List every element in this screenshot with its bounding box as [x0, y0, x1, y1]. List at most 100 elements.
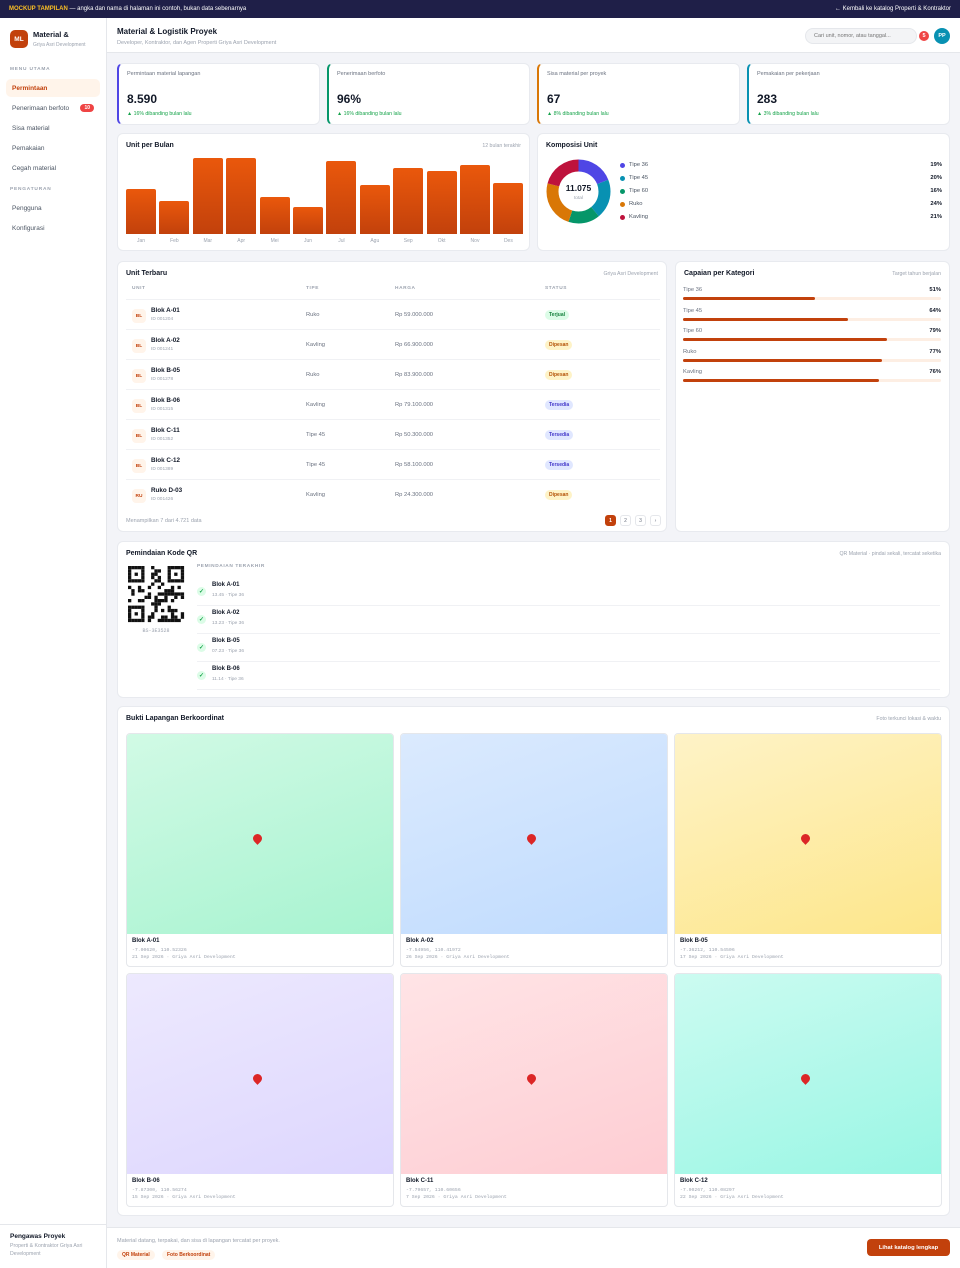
legend-swatch [620, 162, 625, 168]
legend-label: Kavling [629, 214, 649, 220]
brand-name: Material & [33, 30, 69, 39]
sidebar-item-pemakaian[interactable]: Pemakaian [12, 144, 45, 152]
table-row[interactable]: BL Blok A-02 ID 001241 Kavling Rp 66.900.000… [126, 329, 660, 359]
kpi-card-sisa-material: Sisa material per proyek 67 ▲ 8% dibandi… [537, 63, 740, 125]
category-label: Ruko [683, 348, 697, 355]
month-label: Sep [403, 238, 413, 244]
bar-apr[interactable] [226, 157, 257, 234]
photo-coordinates: -7.79657, 110.60656 [406, 1188, 461, 1193]
progress-track [683, 338, 941, 341]
category-label: Kavling [683, 369, 703, 375]
footer-text: Material datang, terpakai, dan sisa di l… [117, 1238, 280, 1244]
units-per-month-card: Unit per Bulan 12 bulan terakhir Jan Feb M… [117, 133, 530, 251]
scan-item[interactable]: ✓ Blok B-06 11.14 · Tipe 36 [197, 662, 940, 690]
bar-nov[interactable] [460, 165, 490, 234]
scan-meta: 13.45 · Tipe 36 [212, 593, 245, 598]
card-title: Bukti Lapangan Berkoordinat [126, 715, 225, 722]
page-3-button[interactable]: 3 [635, 515, 646, 526]
legend-swatch [620, 201, 625, 207]
bar-jan[interactable] [126, 188, 156, 234]
bar-mar[interactable] [192, 157, 223, 234]
avatar[interactable]: PP [934, 28, 950, 44]
column-header-status[interactable]: STATUS [545, 286, 568, 291]
bar-mei[interactable] [259, 197, 290, 234]
month-label: Jun [303, 238, 313, 244]
photo-card[interactable]: Blok C-12 -7.90267, 110.08297 22 Sep 2026 … [674, 973, 942, 1207]
donut-slice-kavling[interactable] [546, 159, 611, 224]
month-label: Agu [370, 238, 380, 244]
legend-label: Ruko [629, 201, 643, 207]
unit-name: Blok C-12 [151, 457, 181, 464]
scan-item[interactable]: ✓ Blok A-02 13.23 · Tipe 36 [197, 606, 940, 634]
page-2-button[interactable]: 2 [620, 515, 631, 526]
bar-jun[interactable] [293, 207, 323, 234]
sidebar-item-sisa-material[interactable]: Sisa material [12, 124, 50, 132]
card-title: Komposisi Unit [546, 142, 598, 149]
photo-card[interactable]: Blok C-11 -7.79657, 110.60656 7 Sep 2026 ·… [400, 973, 668, 1207]
kpi-value: 8.590 [127, 92, 158, 106]
photo-image[interactable] [675, 734, 941, 934]
notification-badge[interactable]: 5 [919, 31, 929, 41]
bar-jul[interactable] [326, 160, 357, 234]
sidebar-item-pengguna[interactable]: Pengguna [12, 204, 42, 212]
column-header-price[interactable]: HARGA [395, 286, 416, 291]
kpi-card-penerimaan: Penerimaan berfoto 96% ▲ 16% dibanding b… [327, 63, 530, 125]
photo-image[interactable] [127, 974, 393, 1174]
qr-code-image[interactable] [126, 564, 186, 624]
sidebar-user: Pengawas Proyek Properti & Kontraktor Gr… [0, 1224, 107, 1266]
category-percent: 79% [929, 328, 941, 334]
photo-image[interactable] [401, 974, 667, 1174]
photo-image[interactable] [401, 734, 667, 934]
table-row[interactable]: BL Blok A-01 ID 001204 Ruko Rp 59.000.000 Ter… [126, 299, 660, 329]
kpi-value: 67 [547, 92, 561, 106]
page-1-button[interactable]: 1 [605, 515, 616, 526]
sidebar: ML Material & Griya Asri Development MEN… [0, 18, 107, 1268]
back-to-catalog-link[interactable]: ← Kembali ke katalog Properti & Kontrakt… [834, 6, 951, 12]
unit-type: Tipe 45 [306, 432, 326, 438]
unit-price: Rp 83.900.000 [395, 372, 434, 378]
legend-item: Ruko 24% [620, 199, 942, 209]
table-row[interactable]: RU Ruko D-03 ID 001426 Kavling Rp 24.300.000… [126, 479, 660, 509]
brand-subtitle: Griya Asri Development [33, 42, 86, 48]
unit-id: ID 001204 [151, 317, 174, 322]
sidebar-item-konfigurasi[interactable]: Konfigurasi [12, 224, 45, 232]
sidebar-item-cegah-material[interactable]: Cegah material [12, 164, 57, 172]
photo-card[interactable]: Blok A-01 -7.00620, 110.52326 21 Sep 2026 … [126, 733, 394, 967]
scan-item[interactable]: ✓ Blok B-05 07.23 · Tipe 36 [197, 634, 940, 662]
unit-id: ID 001389 [151, 467, 174, 472]
photo-card[interactable]: Blok B-05 -7.36212, 110.54506 17 Sep 2026 … [674, 733, 942, 967]
donut-slice-tipe-60[interactable] [546, 159, 611, 224]
bar-sep[interactable] [393, 167, 424, 234]
view-catalog-button[interactable]: Lihat katalog lengkap [867, 1239, 950, 1256]
bar-agu[interactable] [359, 184, 390, 234]
unit-composition-card: Komposisi Unit 11.075 total Tipe 36 19% Ti… [537, 133, 950, 251]
donut-slice-ruko[interactable] [546, 159, 611, 224]
scan-unit: Blok B-06 [212, 666, 240, 672]
status-badge: Dipesan [545, 340, 573, 350]
column-header-type[interactable]: TIPE [306, 286, 320, 291]
bar-feb[interactable] [159, 201, 190, 234]
photo-image[interactable] [675, 974, 941, 1174]
column-header-unit[interactable]: UNIT [132, 286, 146, 291]
photo-card[interactable]: Blok B-06 -7.87300, 110.56274 15 Sep 2026 … [126, 973, 394, 1207]
table-row[interactable]: BL Blok B-06 ID 001315 Kavling Rp 79.100.000… [126, 389, 660, 419]
bar-okt[interactable] [426, 170, 457, 234]
table-row[interactable]: BL Blok C-11 ID 001352 Tipe 45 Rp 50.300.000… [126, 419, 660, 449]
photo-image[interactable] [127, 734, 393, 934]
unit-type: Kavling [306, 402, 326, 408]
sidebar-item-permintaan[interactable]: Permintaan [6, 79, 100, 97]
scan-item[interactable]: ✓ Blok A-01 13.45 · Tipe 36 [197, 578, 940, 606]
next-page-button[interactable]: › [650, 515, 661, 526]
page-title: Material & Logistik Proyek [117, 27, 218, 36]
sidebar-item-penerimaan[interactable]: Penerimaan berfoto 10 [6, 99, 100, 117]
table-row[interactable]: BL Blok C-12 ID 001389 Tipe 45 Rp 58.100.000… [126, 449, 660, 479]
status-badge: Dipesan [545, 370, 573, 380]
unit-id: ID 001426 [151, 497, 174, 502]
table-row[interactable]: BL Blok B-05 ID 001278 Ruko Rp 83.900.000 Dip… [126, 359, 660, 389]
search-input[interactable] [805, 28, 917, 44]
donut-slice-tipe-45[interactable] [546, 159, 611, 224]
card-hint: Foto terkunci lokasi & waktu [876, 716, 941, 722]
bar-des[interactable] [493, 183, 524, 234]
mockup-banner: MOCKUP TAMPILAN — angka dan nama di hala… [0, 0, 960, 18]
photo-card[interactable]: Blok A-02 -7.54956, 110.41972 26 Sep 2026 … [400, 733, 668, 967]
